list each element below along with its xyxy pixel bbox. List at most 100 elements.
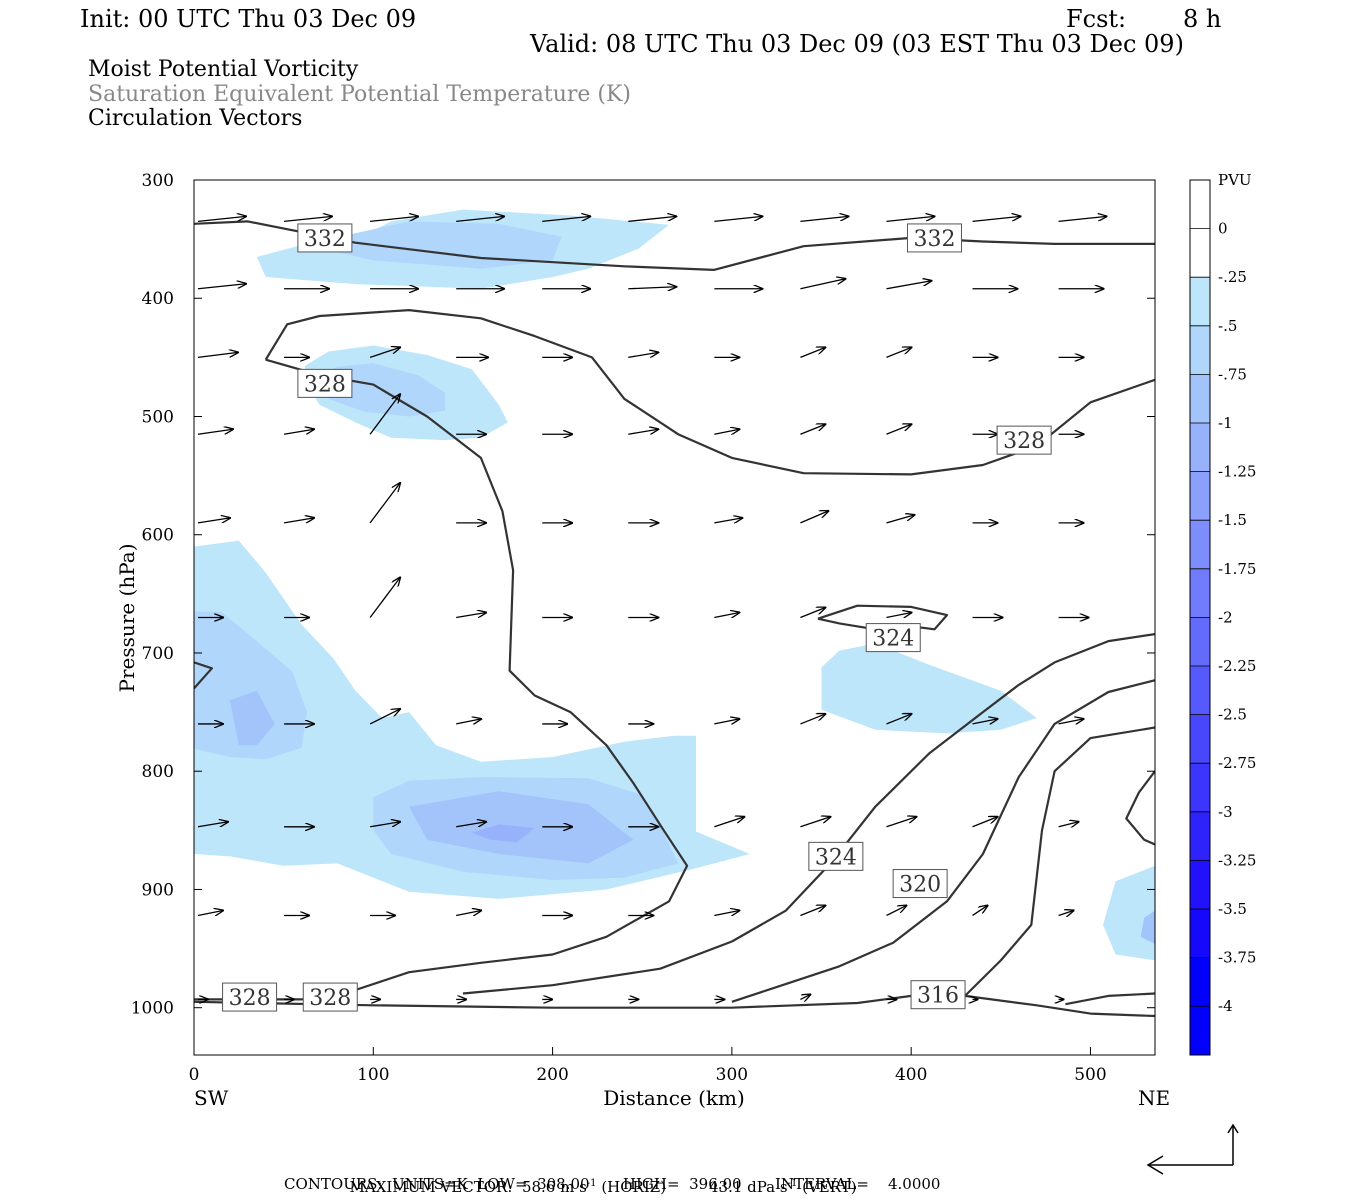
colorbar-cell-13	[1190, 811, 1210, 861]
contour-324-5	[462, 633, 1155, 995]
contour-label-box-7	[910, 980, 966, 1010]
horiz-exponent: -1	[586, 1178, 597, 1189]
colorbar-cell-15	[1190, 909, 1210, 958]
vector-8-6	[714, 910, 739, 915]
vector-4-6	[714, 518, 742, 524]
pv-region-9	[229, 690, 275, 746]
circulation-vector-layer	[197, 216, 1107, 999]
y-tick-label-400: 400	[142, 289, 174, 309]
contour-320-9	[1125, 770, 1155, 846]
vector-6-10	[1058, 719, 1084, 724]
contour-label-5: 324	[815, 845, 857, 870]
vector-8-3	[456, 910, 481, 915]
x-tick-label-500: 500	[1074, 1065, 1106, 1085]
colorbar-label-3: -.75	[1218, 365, 1247, 383]
vector-1-8	[886, 281, 931, 290]
colorbar-label-2: -.5	[1218, 317, 1237, 335]
contour-label-box-2	[297, 368, 353, 398]
vector-6-6	[714, 719, 739, 724]
y-tick-label-300: 300	[142, 171, 174, 191]
max-vector-label: MAXIMUM VECTOR:	[349, 1178, 513, 1196]
vector-3-5	[628, 429, 658, 435]
vector-5-6	[714, 613, 739, 618]
vector-7-7	[800, 817, 830, 828]
contour-label-layer: 332 332 328 328 324 324 320 316 328 328	[222, 223, 1052, 1012]
vector-0-2	[370, 216, 418, 223]
max-vector-text: MAXIMUM VECTOR: 58.6 m s-1 (HORIZ) 43.1 …	[340, 1158, 857, 1196]
vector-3-7	[800, 424, 825, 435]
vector-0-3	[456, 216, 504, 223]
colorbar: 0 -.25 -.5 -.75 -1 -1.25 -1.5 -1.75 -2 -2.25 -2.5 -…	[1189, 179, 1256, 1056]
y-tick-label-500: 500	[142, 407, 174, 427]
y-tick-label-1000: 1000	[131, 999, 174, 1019]
field-title-pv: Moist Potential Vorticity	[88, 57, 359, 82]
vector-4-0	[197, 518, 230, 524]
vector-0-6	[714, 216, 762, 223]
colorbar-label-0: 0	[1218, 220, 1228, 238]
valid-time: Valid: 08 UTC Thu 03 Dec 09 (03 EST Thu …	[530, 30, 1184, 58]
colorbar-label-11: -2.75	[1218, 754, 1256, 772]
pv-region-5	[301, 221, 562, 269]
pv-region-11	[1140, 910, 1155, 944]
y-axis-label: Pressure (hPa)	[115, 544, 139, 693]
colorbar-label-10: -2.5	[1218, 706, 1247, 724]
colorbar-cell-14	[1190, 860, 1210, 909]
forecast-hour: 8 h	[1183, 5, 1222, 33]
contour-324-3	[817, 604, 949, 631]
colorbar-label-12: -3	[1218, 803, 1233, 821]
vert-tag: (VERT)	[802, 1178, 857, 1196]
vector-3-0	[197, 429, 233, 435]
vector-8-9	[972, 905, 988, 917]
colorbar-cell-11	[1190, 714, 1210, 764]
vector-6-2	[369, 709, 400, 725]
colorbar-cell-12	[1190, 763, 1210, 812]
vector-8-10	[1058, 910, 1074, 915]
contour-label-0: 332	[304, 227, 346, 252]
forecast-label: Fcst:	[1066, 5, 1127, 33]
reference-vector-arrows	[1146, 1123, 1239, 1175]
colorbar-label-15: -3.75	[1218, 949, 1256, 967]
vector-8-8	[886, 905, 906, 917]
x-axis-sw-label: SW	[194, 1086, 229, 1110]
vector-7-6	[714, 817, 744, 828]
vector-3-8	[886, 424, 911, 435]
contour-320-10	[194, 661, 213, 690]
contour-label-box-9	[302, 982, 358, 1012]
field-title-vectors: Circulation Vectors	[88, 106, 303, 131]
contour-label-box-8	[222, 982, 278, 1012]
colorbar-cell-5	[1190, 423, 1210, 472]
vector-0-9	[972, 216, 1021, 223]
vector-6-9	[972, 719, 998, 724]
vector-1-0	[197, 284, 246, 290]
colorbar-cell-6	[1190, 471, 1210, 521]
colorbar-unit: PVU	[1218, 171, 1252, 189]
contour-label-9: 328	[309, 986, 351, 1011]
colorbar-label-4: -1	[1218, 414, 1233, 432]
vector-6-8	[886, 714, 911, 725]
vector-5-8	[886, 613, 911, 618]
horiz-tag: (HORIZ)	[601, 1178, 667, 1196]
contour-label-2: 328	[304, 372, 346, 397]
contour-label-8: 328	[229, 986, 271, 1011]
vector-4-1	[283, 518, 314, 524]
contour-320-7	[964, 726, 1155, 997]
contour-324-4	[731, 679, 1155, 1003]
colorbar-label-9: -2.25	[1218, 657, 1256, 675]
colorbar-label-1: -.25	[1218, 268, 1247, 286]
contour-316-6	[194, 994, 1155, 1018]
colorbar-label-13: -3.25	[1218, 851, 1256, 869]
colorbar-cell-3	[1190, 325, 1210, 375]
colorbar-label-8: -2	[1218, 608, 1233, 626]
vector-9-7	[800, 994, 810, 999]
pv-region-4	[1103, 865, 1155, 961]
y-tick-label-900: 900	[142, 880, 174, 900]
axes-layer: 300 400 500 600 700 800 900 1000 0 100 200 300 400 50…	[131, 171, 1155, 1085]
vector-0-0	[197, 216, 246, 223]
vector-0-8	[886, 216, 934, 223]
colorbar-cell-8	[1190, 568, 1210, 618]
vector-7-9	[972, 817, 998, 828]
colorbar-cell-2	[1190, 277, 1210, 326]
vector-2-7	[800, 347, 825, 358]
vector-2-8	[886, 347, 911, 358]
